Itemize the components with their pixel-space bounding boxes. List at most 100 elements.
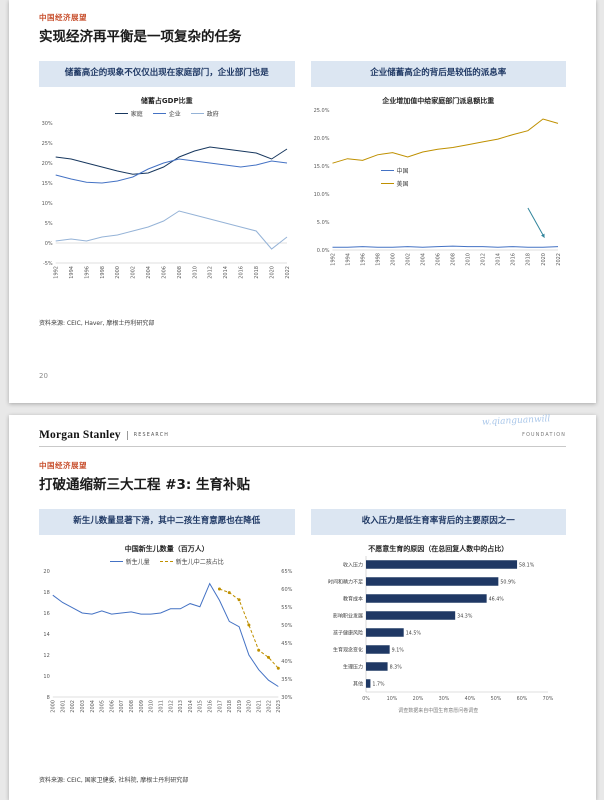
svg-text:2018: 2018 (526, 253, 532, 266)
svg-text:影响职业发展: 影响职业发展 (333, 612, 363, 619)
svg-text:2002: 2002 (406, 253, 412, 266)
svg-text:30%: 30% (281, 695, 292, 701)
svg-text:2004: 2004 (146, 266, 152, 279)
panel-header-reasons: 收入压力是低生育率背后的主要原因之一 (310, 509, 566, 535)
svg-text:20.0%: 20.0% (314, 136, 330, 142)
slide2-source: 资料来源: CEIC, 国家卫健委, 社科院, 摩根士丹利研究部 (39, 777, 189, 784)
svg-text:2016: 2016 (238, 266, 244, 279)
svg-text:1.7%: 1.7% (373, 681, 386, 687)
svg-text:2008: 2008 (177, 266, 183, 279)
savings-line-plot: -5% 0% 5% 10% 15% 20% 25% 30% 1992 1994 1996 1998 20… (41, 121, 290, 279)
slide1-eyebrow: 中国经济展望 (39, 13, 87, 22)
svg-text:1996: 1996 (84, 266, 90, 279)
chart-title-newborns: 中国新生儿数量（百万人） (124, 545, 209, 553)
svg-text:30%: 30% (439, 696, 450, 702)
svg-text:2006: 2006 (161, 266, 167, 279)
svg-text:14.5%: 14.5% (406, 630, 422, 636)
svg-text:5.0%: 5.0% (317, 220, 330, 226)
svg-text:14: 14 (43, 632, 49, 638)
legend-item: 政府 (190, 109, 219, 118)
legend-swatch (114, 113, 128, 114)
svg-text:2005: 2005 (99, 700, 105, 713)
svg-text:16: 16 (43, 611, 49, 617)
slide-economic-rebalancing: 中国经济展望 实现经济再平衡是一项复杂的任务 储蓄高企的现象不仅仅出现在家庭部门… (9, 0, 596, 403)
legend-swatch (380, 170, 394, 171)
chart-savings-gdp: 储蓄占GDP比重 家庭 企业 政府 -5% 0% 5% 10% 15% 20% 25% 30% 19… (39, 96, 295, 283)
svg-text:生育观念变化: 生育观念变化 (333, 646, 363, 653)
svg-text:5%: 5% (45, 221, 53, 227)
svg-text:1994: 1994 (69, 266, 75, 279)
svg-text:时间和精力不足: 时间和精力不足 (328, 578, 363, 585)
svg-text:2015: 2015 (197, 700, 203, 713)
svg-text:8.3%: 8.3% (390, 664, 403, 670)
svg-text:1992: 1992 (53, 266, 59, 279)
svg-text:2010: 2010 (192, 266, 198, 279)
svg-text:2010: 2010 (466, 253, 472, 266)
slide2-panels: 新生儿数量显著下滑，其中二孩生育意愿也在降低 中国新生儿数量（百万人） 新生儿量… (39, 509, 566, 717)
svg-text:45%: 45% (281, 641, 292, 647)
panel-newborns: 新生儿数量显著下滑，其中二孩生育意愿也在降低 中国新生儿数量（百万人） 新生儿量… (39, 509, 295, 717)
legend-item: 美国 (380, 179, 409, 188)
svg-text:2022: 2022 (556, 253, 562, 266)
svg-text:孩子健康风险: 孩子健康风险 (333, 629, 363, 636)
svg-text:教育成本: 教育成本 (343, 595, 363, 602)
svg-text:2007: 2007 (119, 700, 125, 713)
legend-swatch (159, 561, 173, 562)
svg-text:2020: 2020 (541, 253, 547, 266)
legend-label: 新生儿量 (125, 559, 150, 566)
svg-text:10.0%: 10.0% (314, 192, 330, 198)
chart-title-payout: 企业增加值中给家庭部门派息额比重 (382, 97, 495, 105)
svg-text:1994: 1994 (346, 253, 352, 266)
legend-label: 美国 (396, 181, 409, 188)
svg-text:生理压力: 生理压力 (343, 663, 363, 670)
svg-text:10%: 10% (41, 201, 52, 207)
slide1-panels: 储蓄高企的现象不仅仅出现在家庭部门，企业部门也是 储蓄占GDP比重 家庭 企业 政府… (39, 61, 566, 283)
legend-item: 新生儿量 (109, 557, 150, 566)
svg-text:2018: 2018 (254, 266, 260, 279)
panel-reasons: 收入压力是低生育率背后的主要原因之一 不愿意生育的原因（在总回复人数中的占比） … (310, 509, 566, 717)
svg-text:8: 8 (46, 695, 49, 701)
svg-text:34.3%: 34.3% (457, 613, 473, 619)
legend-item: 新生儿中二孩占比 (159, 557, 224, 566)
legend-swatch (380, 183, 394, 184)
svg-text:46.4%: 46.4% (489, 596, 505, 602)
svg-text:2010: 2010 (148, 700, 154, 713)
svg-text:2018: 2018 (227, 700, 233, 713)
svg-text:2014: 2014 (188, 700, 194, 713)
svg-text:20%: 20% (41, 161, 52, 167)
chart-title-savings: 储蓄占GDP比重 (140, 97, 193, 105)
svg-text:2000: 2000 (115, 266, 121, 279)
svg-text:40%: 40% (465, 696, 476, 702)
legend-swatch (109, 561, 123, 562)
slide2-title: 打破通缩新三大工程 #3: 生育补贴 (39, 477, 251, 493)
svg-text:12: 12 (43, 653, 49, 659)
svg-text:60%: 60% (517, 696, 528, 702)
legend-item: 企业 (152, 109, 181, 118)
header-rule (39, 446, 566, 447)
svg-text:70%: 70% (543, 696, 554, 702)
panel-header-savings: 储蓄高企的现象不仅仅出现在家庭部门，企业部门也是 (39, 61, 295, 87)
slide2-eyebrow: 中国经济展望 (39, 461, 87, 470)
svg-text:2003: 2003 (80, 700, 86, 713)
svg-text:2004: 2004 (90, 700, 96, 713)
chart-legend-savings: 家庭 企业 政府 (39, 109, 295, 118)
svg-text:50%: 50% (281, 623, 292, 629)
chart-dividend-payout: 企业增加值中给家庭部门派息额比重 中国 美国 0.0% 5.0% 10.0% 15.0%… (311, 96, 567, 270)
page-number: 20 (39, 372, 48, 380)
panel-header-newborns: 新生儿数量显著下滑，其中二孩生育意愿也在降低 (39, 509, 295, 535)
svg-text:2008: 2008 (451, 253, 457, 266)
report-header: Morgan Stanley RESEARCH FOUNDATION (39, 415, 566, 441)
svg-text:收入压力: 收入压力 (343, 561, 363, 568)
svg-text:2004: 2004 (421, 253, 427, 266)
svg-text:15.0%: 15.0% (314, 164, 330, 170)
newborns-line-plot: 8 10 12 14 16 18 20 30% 35% 40% 45% 50% 55% 60% 65% 200… (43, 569, 292, 713)
slide1-source: 资料来源: CEIC, Haver, 摩根士丹利研究部 (39, 320, 155, 327)
svg-text:1998: 1998 (376, 253, 382, 266)
svg-text:65%: 65% (281, 569, 292, 575)
svg-text:0%: 0% (362, 696, 370, 702)
svg-text:2013: 2013 (178, 700, 184, 713)
svg-text:2002: 2002 (70, 700, 76, 713)
slide1-title: 实现经济再平衡是一项复杂的任务 (39, 29, 242, 45)
legend-item: 家庭 (114, 109, 143, 118)
svg-text:2002: 2002 (130, 266, 136, 279)
